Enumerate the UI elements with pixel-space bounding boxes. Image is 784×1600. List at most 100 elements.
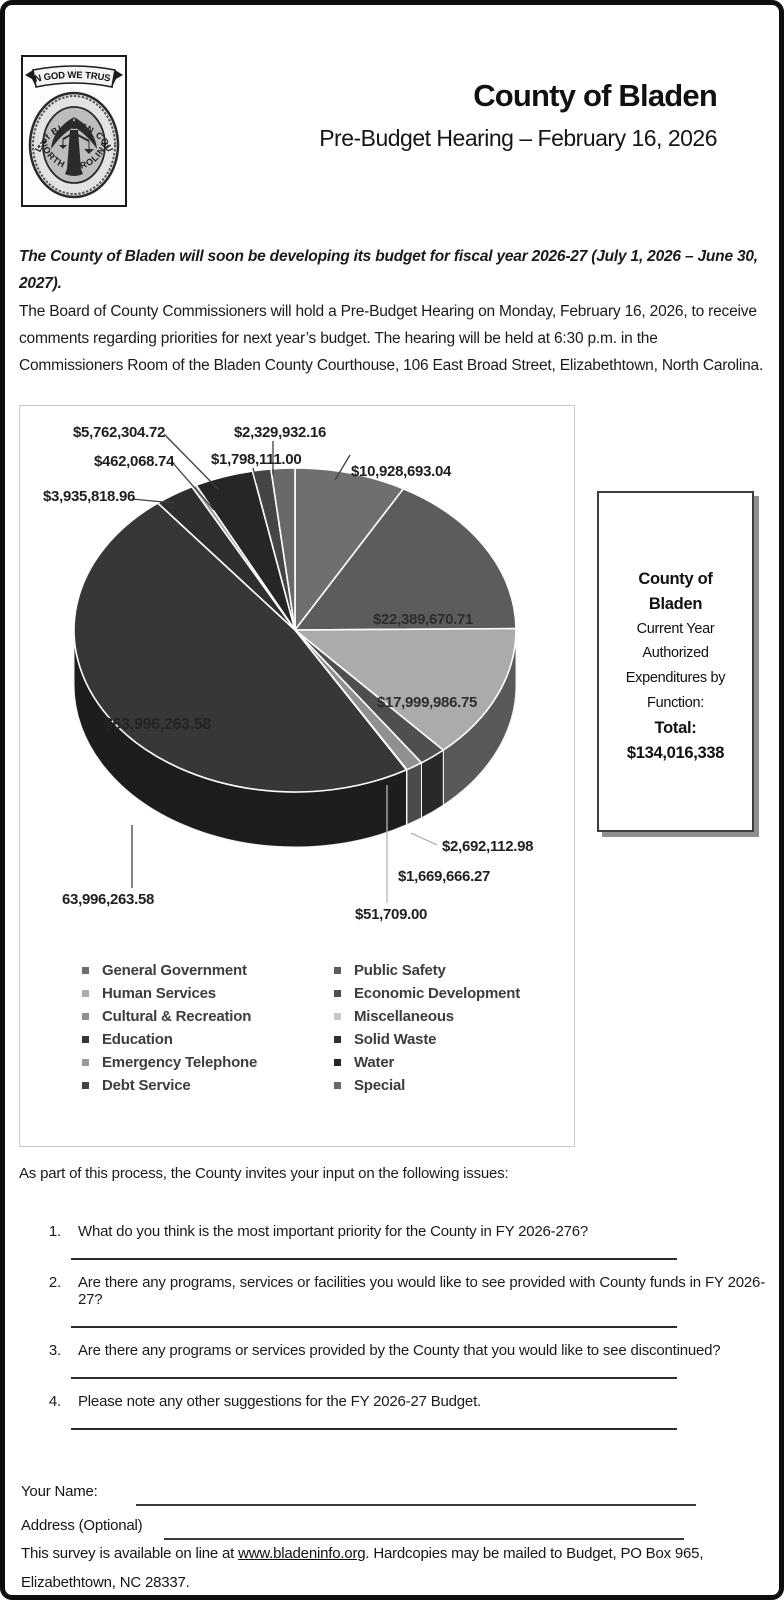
pie-value-label-debt-service: $1,798,111.00	[211, 451, 302, 469]
pie-value-label-education: 63,996,263.58	[62, 891, 155, 909]
pie-value-label-public-safety: $22,389,670.71	[373, 611, 474, 629]
intro-body-text: The Board of County Commissioners will h…	[19, 302, 764, 375]
pie-slice-general-government	[294, 467, 405, 632]
pie-slice-public-safety	[294, 488, 517, 632]
legend-marker-special	[334, 1082, 341, 1090]
panel-title-line1: County of	[638, 570, 713, 588]
address-blank-line	[164, 1512, 685, 1541]
legend-marker-water	[334, 1059, 341, 1067]
legend-marker-emergency-telephone	[82, 1059, 89, 1067]
legend-item-human-services: Human Services	[82, 985, 334, 1002]
intro-lead-sentence: The County of Bladen will soon be develo…	[19, 248, 758, 293]
availability-note: This survey is available on line at www.…	[21, 1540, 765, 1595]
pie-slice-education	[73, 502, 408, 794]
legend-item-miscellaneous: Miscellaneous	[334, 1008, 520, 1025]
panel-sub-line3: Expenditures by	[625, 670, 726, 687]
question-2-number: 2.	[48, 1274, 61, 1292]
seal-star-left: ✦	[36, 143, 42, 151]
panel-sub-line2: Authorized	[642, 645, 709, 662]
legend-label-water: Water	[354, 1054, 395, 1072]
pie-value-label-education: $63,996,263.58	[104, 716, 212, 734]
question-2: 2. Are there any programs, services or f…	[43, 1261, 765, 1308]
legend-item-water: Water	[334, 1054, 520, 1071]
legend-label-general-government: General Government	[102, 962, 247, 980]
question-1-number: 1.	[48, 1223, 61, 1241]
legend-marker-debt-service	[82, 1082, 89, 1090]
legend-label-cultural-recreation: Cultural & Recreation	[102, 1008, 252, 1026]
legend-label-solid-waste: Solid Waste	[354, 1031, 437, 1049]
availability-note-post: . Hardcopies may be mailed to Budget, PO…	[21, 1545, 704, 1591]
legend-marker-cultural-recreation	[82, 1013, 89, 1021]
question-4: 4. Please note any other suggestions for…	[43, 1380, 765, 1410]
pie-label-leader-line	[334, 454, 351, 481]
page-title: County of Bladen	[473, 78, 718, 113]
address-label: Address (Optional)	[21, 1516, 143, 1534]
legend-label-public-safety: Public Safety	[354, 962, 446, 980]
question-1-answer-blank	[71, 1257, 677, 1261]
pie-label-leader-line	[252, 468, 258, 484]
question-4-number: 4.	[48, 1393, 61, 1411]
footer-section: Your Name: Address (Optional) This surve…	[21, 1472, 765, 1595]
question-1: 1. What do you think is the most importa…	[43, 1210, 765, 1240]
legend-label-human-services: Human Services	[102, 985, 216, 1003]
expenditure-pie-chart: $10,928,693.04 $22,389,670.71 $17,999,986.…	[19, 405, 575, 1148]
pie-value-label-miscellaneous: $51,709.00	[355, 906, 428, 924]
legend-label-economic-development: Economic Development	[354, 985, 521, 1003]
lady-justice-figure	[51, 117, 97, 176]
legend-item-emergency-telephone: Emergency Telephone	[82, 1054, 334, 1071]
panel-total-value: $134,016,338	[626, 744, 725, 762]
legend-marker-miscellaneous	[334, 1013, 341, 1021]
legend-item-economic-development: Economic Development	[334, 985, 520, 1002]
name-label: Your Name:	[21, 1482, 98, 1500]
intro-paragraph: The County of Bladen will soon be develo…	[19, 243, 765, 379]
legend-marker-public-safety	[334, 967, 341, 975]
chart-legend: General Government Public Safety Human Ser…	[82, 962, 520, 1094]
panel-sub-line1: Current Year	[636, 620, 715, 637]
name-field-row: Your Name:	[21, 1472, 765, 1507]
pie-3d-graphic	[73, 433, 517, 904]
legend-label-debt-service: Debt Service	[102, 1077, 191, 1095]
pie-value-label-emergency-telephone: $462,068.74	[94, 453, 175, 471]
survey-website-link[interactable]: www.bladeninfo.org	[238, 1545, 366, 1563]
page-subtitle: Pre-Budget Hearing – February 16, 2026	[319, 125, 717, 152]
legend-item-public-safety: Public Safety	[334, 962, 520, 979]
question-3-number: 3.	[48, 1342, 61, 1360]
question-3-text: Are there any programs or services provi…	[78, 1342, 721, 1360]
pie-value-label-special: $2,329,932.16	[234, 424, 327, 442]
legend-marker-solid-waste	[334, 1036, 341, 1044]
legend-label-education: Education	[102, 1031, 173, 1049]
legend-item-cultural-recreation: Cultural & Recreation	[82, 1008, 334, 1025]
question-3-answer-blank	[71, 1376, 677, 1380]
pie-value-label-water: $5,762,304.72	[73, 424, 166, 442]
county-seal: IN GOD WE TRUST SEAL of BLADEN COUNTY NO…	[19, 49, 127, 207]
legend-item-education: Education	[82, 1031, 334, 1048]
legend-marker-economic-development	[334, 990, 341, 998]
panel-total-label: Total:	[654, 719, 697, 738]
header: IN GOD WE TRUST SEAL of BLADEN COUNTY NO…	[5, 5, 779, 217]
pie-slice-side-cultural-recreation	[406, 762, 422, 826]
pie-value-label-general-government: $10,928,693.04	[351, 463, 452, 481]
panel-title-line2: Bladen	[648, 594, 703, 613]
pie-label-leader-line	[163, 433, 220, 491]
legend-marker-human-services	[82, 990, 89, 998]
pie-value-label-cultural-recreation: $1,669,666.27	[398, 868, 491, 886]
survey-prompt: As part of this process, the County invi…	[19, 1165, 509, 1183]
name-blank-line	[135, 1478, 696, 1507]
question-3: 3. Are there any programs or services pr…	[43, 1329, 765, 1359]
panel-sub-line4: Function:	[647, 695, 704, 712]
pie-value-label-economic-development: $2,692,112.98	[442, 838, 534, 856]
address-field-row: Address (Optional)	[21, 1506, 765, 1541]
pie-label-leader-line	[131, 498, 175, 504]
seal-star-right: ✦	[105, 143, 111, 151]
chart-title-panel: County of Bladen Current Year Authorized…	[597, 491, 754, 832]
legend-item-solid-waste: Solid Waste	[334, 1031, 520, 1048]
availability-note-pre: This survey is available on line at	[21, 1545, 239, 1563]
legend-marker-education	[82, 1036, 89, 1044]
pie-value-label-human-services: $17,999,986.75	[377, 694, 478, 712]
pie-label-leader-line	[410, 832, 438, 846]
question-4-answer-blank	[71, 1427, 677, 1431]
county-seal-icon: IN GOD WE TRUST SEAL of BLADEN COUNTY NO…	[19, 49, 123, 199]
legend-item-special: Special	[334, 1077, 520, 1094]
survey-section: As part of this process, the County invi…	[19, 1165, 765, 1431]
